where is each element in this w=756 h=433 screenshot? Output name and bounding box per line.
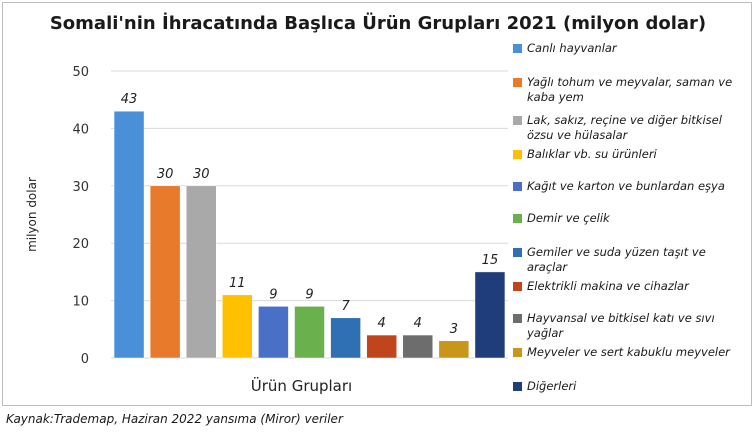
data-label: 9: [305, 287, 313, 302]
legend-label: Kağıt ve karton ve bunlardan eşya: [527, 179, 725, 193]
data-label: 3: [450, 322, 458, 337]
legend-swatch: [513, 116, 522, 125]
legend-item: Lak, sakız, reçine ve diğer bitkisel özs…: [513, 113, 749, 143]
legend-item: Hayvansal ve bitkisel katı ve sıvı yağla…: [513, 311, 749, 341]
chart-title: Somali'nin İhracatında Başlıca Ürün Grup…: [49, 13, 707, 34]
legend-label: Canlı hayvanlar: [527, 41, 617, 55]
y-tick-label: 50: [72, 65, 89, 80]
data-label: 30: [193, 167, 210, 182]
data-label: 43: [121, 92, 138, 107]
bar: [330, 317, 361, 359]
data-label: 4: [378, 316, 386, 331]
legend-label: Gemiler ve suda yüzen taşıt ve araçlar: [527, 245, 706, 274]
legend-label: Demir ve çelik: [527, 211, 610, 225]
data-label: 4: [414, 316, 422, 331]
legend-item: Yağlı tohum ve meyvalar, saman ve kaba y…: [513, 75, 749, 105]
bar: [185, 185, 217, 359]
legend-item: Meyveler ve sert kabuklu meyveler: [513, 345, 749, 360]
legend-item: Balıklar vb. su ürünleri: [513, 147, 749, 162]
legend-label: Elektrikli makina ve cihazlar: [527, 279, 689, 293]
data-label: 15: [482, 253, 499, 268]
legend-item: Kağıt ve karton ve bunlardan eşya: [513, 179, 749, 194]
legend-label: Hayvansal ve bitkisel katı ve sıvı yağla…: [527, 311, 715, 340]
legend-swatch: [513, 248, 522, 257]
legend-label: Balıklar vb. su ürünleri: [527, 147, 657, 161]
bar: [438, 340, 470, 359]
bar: [113, 110, 145, 359]
x-axis-label: Ürün Grupları: [251, 376, 352, 395]
y-tick-label: 10: [72, 295, 89, 310]
legend-swatch: [513, 214, 522, 223]
data-label: 11: [229, 276, 246, 291]
legend-item: Elektrikli makina ve cihazlar: [513, 279, 749, 294]
bar: [366, 334, 397, 359]
bar: [294, 306, 325, 359]
legend-label: Diğerleri: [527, 379, 577, 393]
bar: [149, 185, 181, 359]
y-tick-label: 20: [72, 237, 89, 252]
legend-swatch: [513, 150, 522, 159]
legend-label: Meyveler ve sert kabuklu meyveler: [527, 345, 730, 359]
legend-swatch: [513, 382, 522, 391]
legend-item: Diğerleri: [513, 379, 749, 394]
legend-item: Canlı hayvanlar: [513, 41, 749, 56]
y-tick-label: 0: [81, 352, 89, 367]
data-label: 9: [269, 287, 277, 302]
legend-swatch: [513, 314, 522, 323]
legend-label: Lak, sakız, reçine ve diğer bitkisel özs…: [527, 113, 722, 142]
legend-swatch: [513, 282, 522, 291]
source-note: Kaynak:Trademap, Haziran 2022 yansıma (M…: [6, 412, 343, 426]
bar: [258, 306, 289, 359]
data-label: 30: [157, 167, 174, 182]
bar: [222, 294, 253, 359]
y-tick-label: 30: [72, 180, 89, 195]
legend-item: Demir ve çelik: [513, 211, 749, 226]
legend-swatch: [513, 182, 522, 191]
legend-swatch: [513, 78, 522, 87]
data-label: 7: [341, 299, 350, 314]
legend-label: Yağlı tohum ve meyvalar, saman ve kaba y…: [527, 75, 733, 104]
y-axis-label: milyon dolar: [25, 177, 39, 252]
legend-item: Gemiler ve suda yüzen taşıt ve araçlar: [513, 245, 749, 275]
y-tick-label: 40: [72, 122, 89, 137]
legend-swatch: [513, 348, 522, 357]
bar: [402, 334, 434, 359]
bar: [474, 271, 506, 359]
legend-swatch: [513, 44, 522, 53]
chart-frame: Somali'nin İhracatında Başlıca Ürün Grup…: [2, 2, 752, 406]
